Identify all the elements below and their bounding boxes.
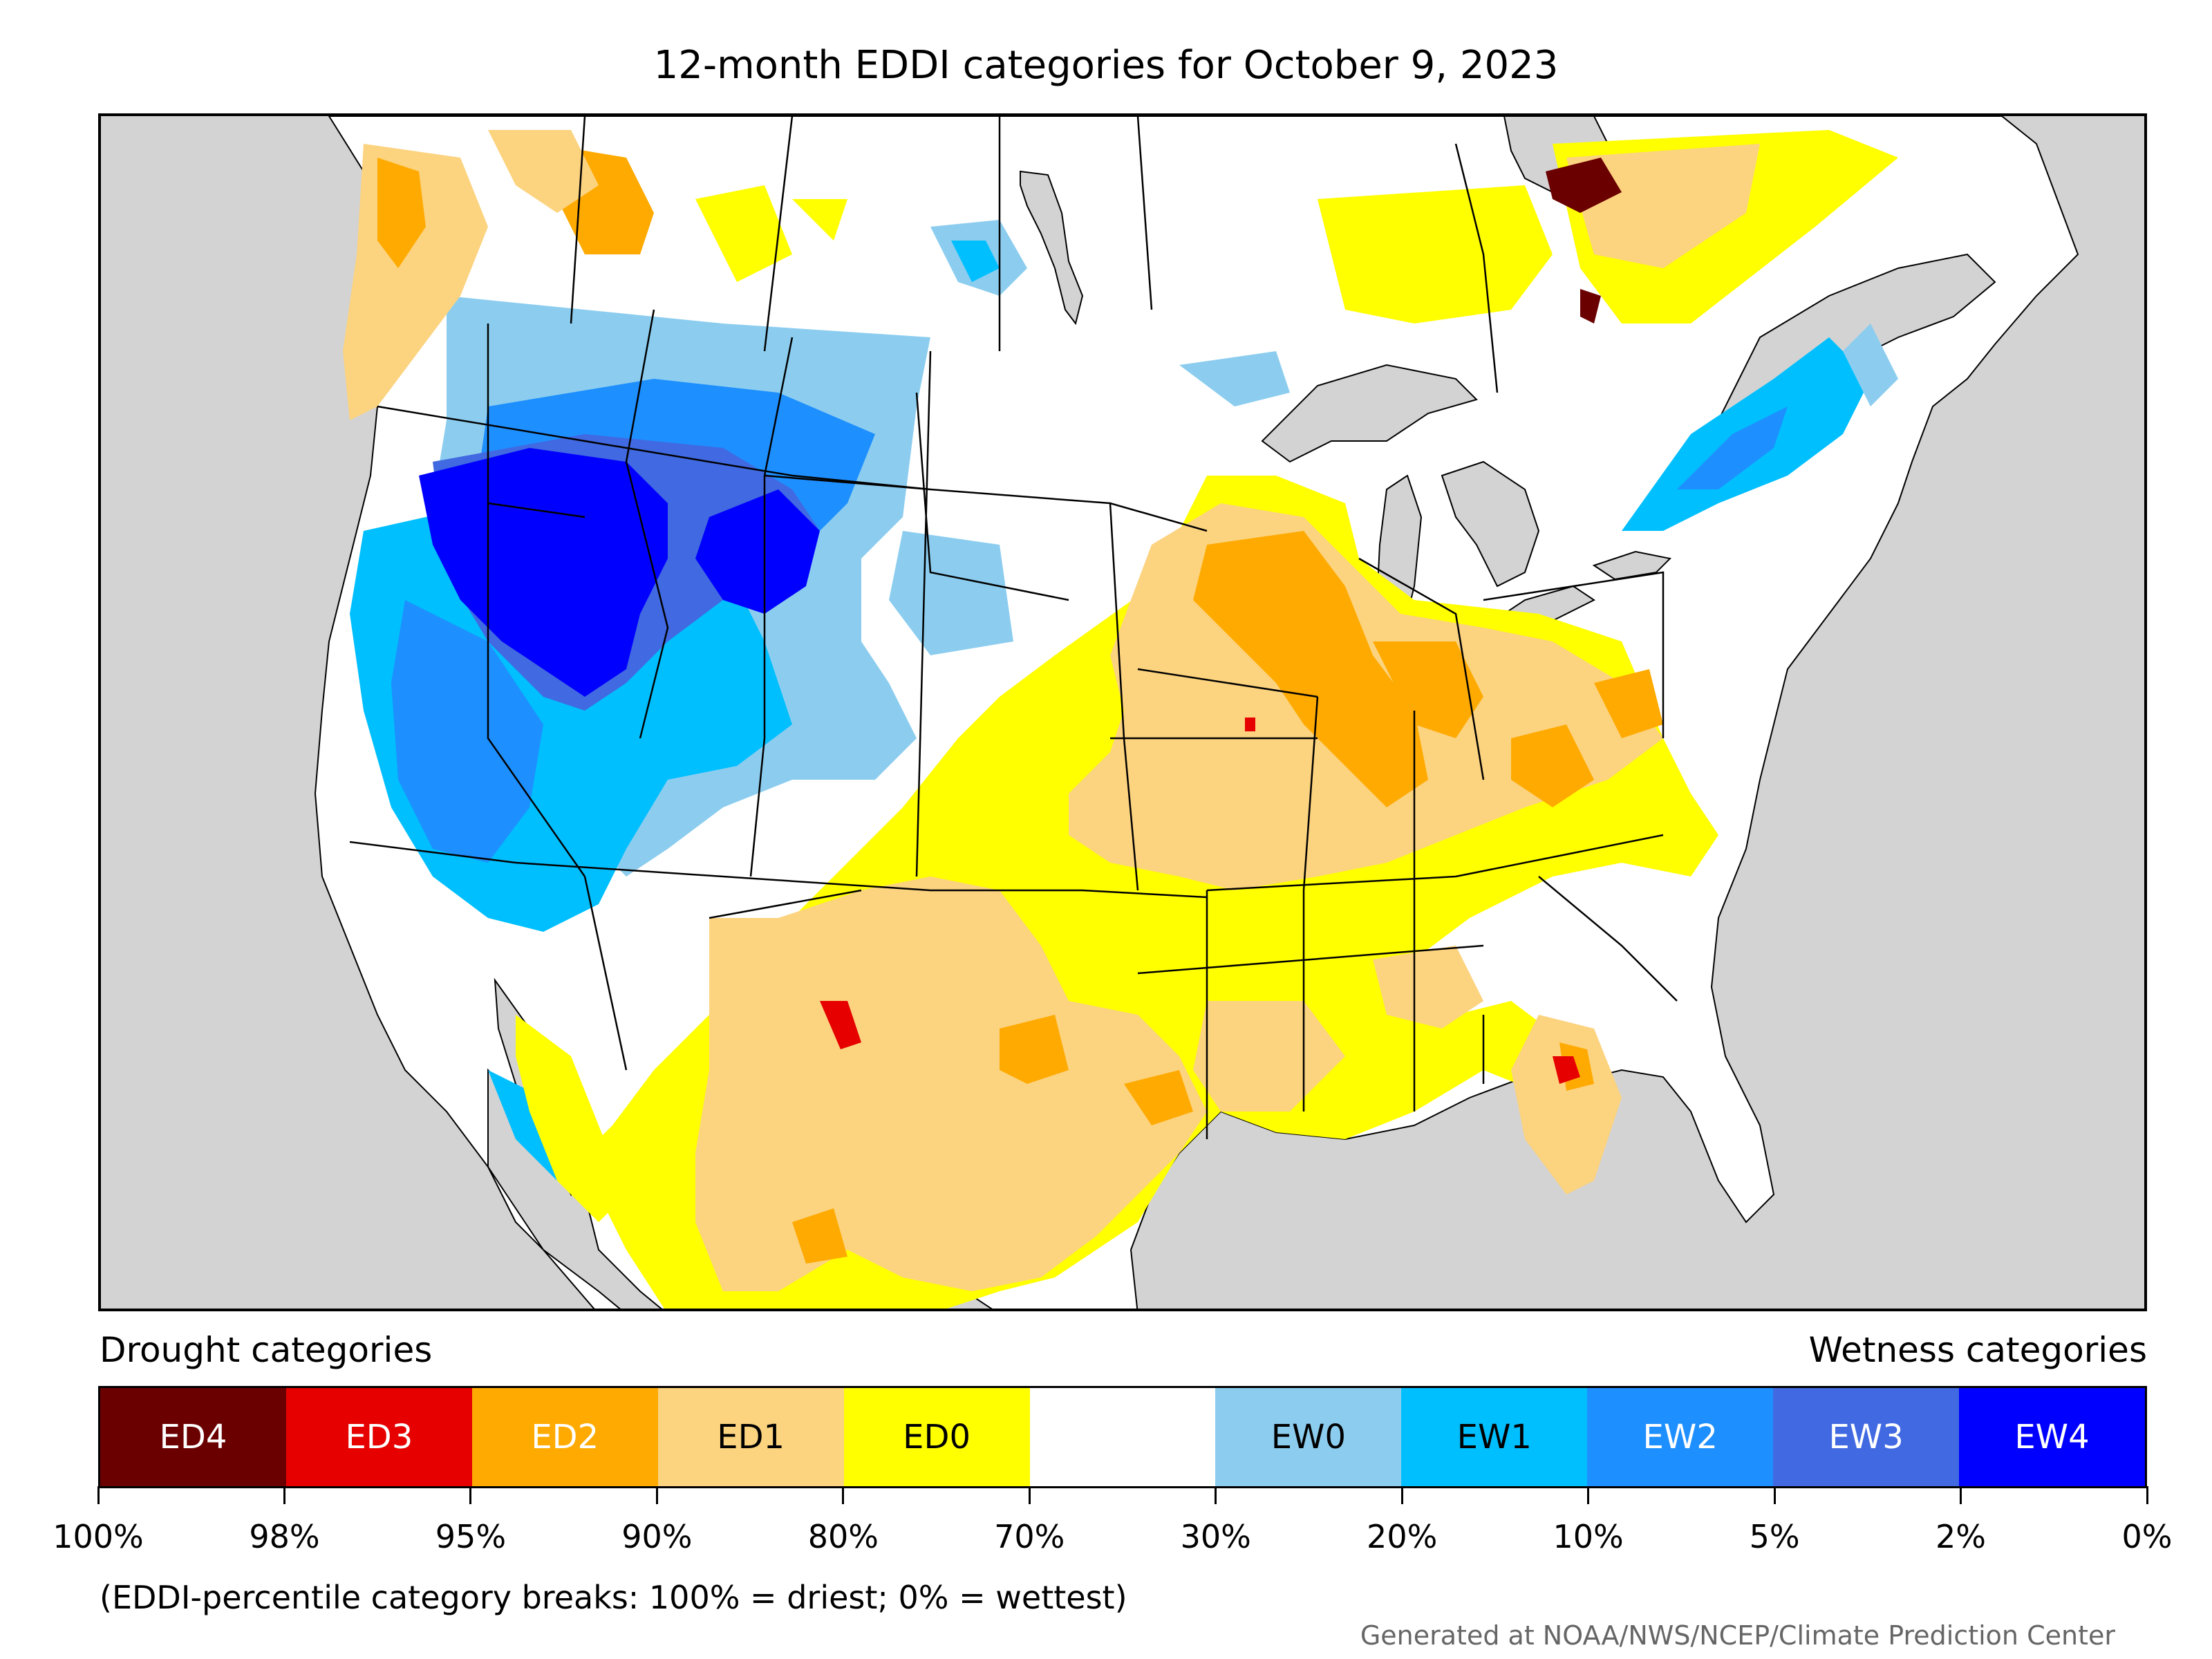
credit-text: Generated at NOAA/NWS/NCEP/Climate Predi… [1360,1620,2115,1651]
colorbar-tick [655,1486,658,1504]
colorbar-segment: ED4 [100,1388,286,1486]
colorbar-tick [469,1486,472,1504]
colorbar-segment: EW4 [1959,1388,2145,1486]
colorbar-tick-label: 90% [621,1518,693,1555]
colorbar-segment: EW1 [1401,1388,1588,1486]
colorbar-tick-label: 10% [1553,1518,1624,1555]
boundaries [349,116,1678,1139]
colorbar-segment: ED1 [657,1388,844,1486]
lake-ontario [1592,550,1672,581]
colorbar-tick [1400,1486,1403,1504]
colorbar-tick-label: 2% [1936,1518,1987,1555]
colorbar-tick [1773,1486,1776,1504]
colorbar-tick [1960,1486,1962,1504]
colorbar-tick [1215,1486,1217,1504]
colorbar-segment: ED2 [471,1388,658,1486]
colorbar-tick [1587,1486,1590,1504]
drought-regions [343,130,1898,1309]
colorbar-tick [2146,1486,2148,1504]
colorbar-segment: EW3 [1773,1388,1960,1486]
eddi-map [98,113,2147,1311]
category-note: (EDDI-percentile category breaks: 100% =… [100,1579,1127,1616]
colorbar-tick [283,1486,285,1504]
wetness-regions [350,220,1898,1181]
wetness-categories-label: Wetness categories [1808,1330,2147,1370]
colorbar-segment: ED0 [843,1388,1030,1486]
colorbar-tick [97,1486,100,1504]
colorbar-tick-label: 30% [1180,1518,1251,1555]
colorbar-tick-label: 0% [2121,1518,2173,1555]
colorbar-tick [842,1486,845,1504]
colorbar-tick-label: 95% [435,1518,507,1555]
colorbar-segment: ED3 [285,1388,472,1486]
colorbar-tick-label: 98% [249,1518,320,1555]
colorbar-tick-label: 20% [1367,1518,1438,1555]
colorbar-tick [1028,1486,1031,1504]
colorbar-tick-label: 100% [53,1518,144,1555]
colorbar-segment [1029,1388,1216,1486]
colorbar-ticks [97,1486,2148,1507]
colorbar-tick-label: 70% [994,1518,1065,1555]
lake-winnipeg [1020,170,1084,326]
colorbar: ED4 ED3 ED2 ED1 ED0 EW0 EW1 EW2 EW3 EW4 [98,1386,2147,1488]
map-title: 12-month EDDI categories for October 9, … [653,43,1559,88]
lake-huron [1441,460,1540,588]
colorbar-segment: EW0 [1215,1388,1402,1486]
colorbar-tick-labels: 100% 98% 95% 90% 80% 70% 30% 20% 10% 5% 2% 0% [53,1518,2172,1559]
colorbar-tick-label: 5% [1749,1518,1800,1555]
map-canvas [314,116,2079,1309]
colorbar-tick-label: 80% [807,1518,879,1555]
drought-categories-label: Drought categories [100,1330,433,1370]
colorbar-segment: EW2 [1587,1388,1774,1486]
lake-superior [1261,364,1478,463]
